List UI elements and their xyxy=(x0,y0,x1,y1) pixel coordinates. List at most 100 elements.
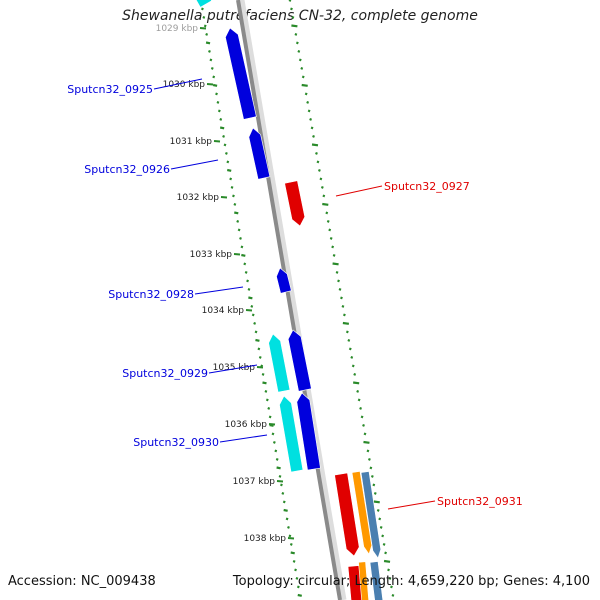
cds-sputcn32-0928[interactable] xyxy=(276,267,292,294)
gc-tick xyxy=(258,355,262,359)
gc-tick xyxy=(262,381,267,385)
gc-tick xyxy=(250,304,254,308)
tick-label: 1030 kbp xyxy=(163,80,206,90)
gc-tick xyxy=(246,279,249,283)
gene-label-sputcn32-0926[interactable]: Sputcn32_0926 xyxy=(84,163,170,176)
gc-tick xyxy=(307,109,311,113)
gc-tick xyxy=(332,253,336,257)
gc-tick xyxy=(342,321,350,325)
orange-feature[interactable] xyxy=(358,561,369,600)
cds-sputcn32-0925[interactable] xyxy=(225,27,257,120)
gene-label-sputcn32-0928[interactable]: Sputcn32_0928 xyxy=(108,288,194,301)
gc-tick xyxy=(337,279,340,283)
gene-label-sputcn32-0927[interactable]: Sputcn32_0927 xyxy=(384,180,470,193)
gc-tick xyxy=(316,160,320,164)
gc-tick xyxy=(322,194,326,198)
gc-tick xyxy=(268,415,272,419)
gc-tick xyxy=(319,177,323,181)
gc-tick xyxy=(376,508,380,512)
gc-tick xyxy=(328,228,332,232)
gc-tick xyxy=(359,406,362,410)
gc-tick xyxy=(353,372,357,376)
gc-tick xyxy=(301,75,305,79)
cds-sputcn32-0930[interactable] xyxy=(296,392,321,471)
gc-tick xyxy=(325,211,329,215)
kbp-scale: 1029 kbp 1030 kbp 1031 kbp 1032 kbp 1033 kbp… xyxy=(156,24,295,544)
tick-mark xyxy=(256,366,264,369)
tick-mark xyxy=(213,140,221,143)
cds-sputcn32-0927[interactable] xyxy=(284,180,306,227)
gc-tick xyxy=(306,100,310,104)
gc-tick xyxy=(366,449,370,453)
gc-tick xyxy=(283,508,288,512)
gc-tick xyxy=(332,262,339,266)
gc-tick xyxy=(276,466,281,470)
gc-tick xyxy=(240,245,244,249)
gene-label-sputcn32-0930[interactable]: Sputcn32_0930 xyxy=(133,436,219,449)
cds-sputcn32-0931[interactable] xyxy=(334,472,360,557)
gc-tick xyxy=(383,559,391,563)
leader-line xyxy=(219,434,268,443)
gc-tick xyxy=(248,296,253,300)
orange-feature[interactable] xyxy=(351,471,373,555)
steelblue-feature[interactable] xyxy=(360,471,382,559)
tick-label: 1035 kbp xyxy=(213,363,256,373)
gc-tick xyxy=(294,568,297,572)
topology-text: Topology: circular; Length: 4,659,220 bp… xyxy=(232,574,590,589)
gc-tick xyxy=(202,15,206,19)
gene-label-sputcn32-0931[interactable]: Sputcn32_0931 xyxy=(437,495,523,508)
gc-tick xyxy=(295,41,299,45)
gc-tick xyxy=(335,270,339,274)
gc-tick xyxy=(331,245,335,249)
gc-tick xyxy=(347,338,351,342)
gc-tick xyxy=(363,432,367,436)
cds-sputcn32-0929[interactable] xyxy=(287,329,312,392)
gc-tick xyxy=(282,500,286,504)
cds-sputcn32-0926[interactable] xyxy=(248,127,271,180)
tick-mark xyxy=(245,309,253,312)
gc-tick xyxy=(205,41,211,45)
gc-tick xyxy=(373,500,380,504)
leader-line xyxy=(208,364,258,374)
gc-tick xyxy=(341,304,345,308)
gc-tick xyxy=(310,126,314,130)
gc-content-track-right xyxy=(288,0,395,597)
leader-line xyxy=(153,78,203,90)
gc-tick xyxy=(237,228,241,232)
gc-tick xyxy=(281,491,285,495)
gc-tick xyxy=(272,440,276,444)
gc-tick xyxy=(212,75,216,79)
gc-tick xyxy=(370,474,374,478)
gc-tick xyxy=(357,398,361,402)
gc-tick xyxy=(219,126,225,130)
gc-tick xyxy=(356,389,360,393)
steelblue-feature[interactable] xyxy=(369,561,384,600)
rna-feature[interactable] xyxy=(268,333,291,393)
gc-tick xyxy=(292,559,296,563)
tick-mark xyxy=(233,253,241,256)
gc-tick xyxy=(315,151,318,155)
gc-tick xyxy=(367,457,371,461)
tick-label: 1036 kbp xyxy=(225,420,268,430)
gene-label-sputcn32-0925[interactable]: Sputcn32_0925 xyxy=(67,83,153,96)
gc-tick xyxy=(254,330,258,334)
tick-label: 1031 kbp xyxy=(170,137,213,147)
gc-tick xyxy=(253,321,257,325)
gc-tick xyxy=(342,313,346,317)
gc-tick xyxy=(260,364,264,368)
gc-tick xyxy=(372,483,376,487)
gc-tick xyxy=(296,585,300,589)
gc-tick xyxy=(247,287,251,291)
accession-text: Accession: NC_009438 xyxy=(8,574,156,589)
gc-tick xyxy=(285,517,289,521)
gc-tick xyxy=(223,143,227,147)
gene-label-sputcn32-0929[interactable]: Sputcn32_0929 xyxy=(122,367,208,380)
rna-feature[interactable] xyxy=(195,0,213,8)
gc-tick xyxy=(280,483,283,487)
tick-mark xyxy=(276,480,284,483)
gc-tick xyxy=(348,347,352,351)
gc-tick xyxy=(203,24,207,28)
rna-feature[interactable] xyxy=(279,395,304,473)
gc-tick xyxy=(239,236,242,240)
